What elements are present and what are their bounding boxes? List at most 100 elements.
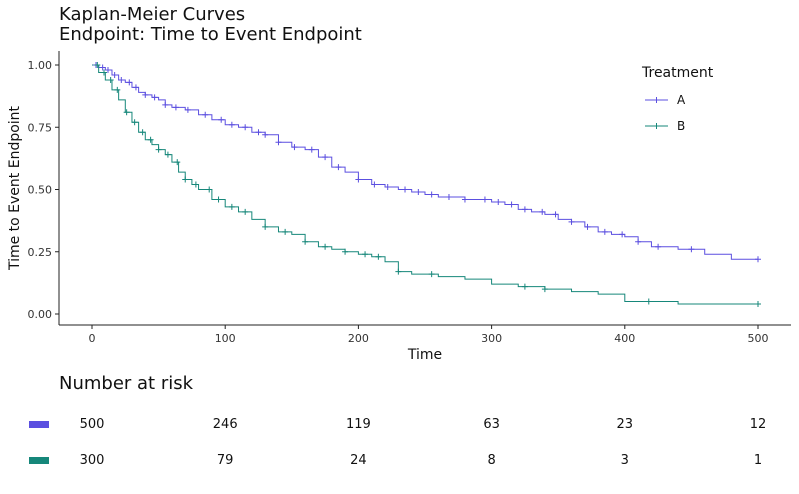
censor-mark-A: [619, 231, 626, 238]
legend: Treatment AB: [641, 65, 714, 133]
censor-mark-A: [481, 196, 488, 203]
y-tick-label: 0.00: [28, 308, 53, 321]
risk-row-swatch-B: [29, 457, 49, 464]
censor-mark-A: [291, 144, 298, 151]
censor-mark-B: [114, 86, 121, 93]
legend-label-B: B: [677, 119, 685, 133]
censor-mark-A: [162, 101, 169, 108]
censor-mark-B: [282, 228, 289, 235]
censor-mark-A: [202, 111, 209, 118]
censor-mark-B: [107, 76, 114, 83]
chart-title: Kaplan-Meier Curves: [59, 4, 246, 25]
risk-count-A: 500: [79, 417, 105, 432]
plot-area: 0 100 200 300 400 500 0.00 0.25 0.50 0.75 1.00: [28, 51, 791, 345]
censor-mark-A: [371, 181, 378, 188]
legend-key-censor: [653, 97, 660, 103]
censor-mark-A: [755, 256, 761, 263]
censor-mark-A: [568, 218, 575, 225]
x-axis-label: Time: [407, 347, 442, 363]
x-tick-label: 300: [481, 332, 502, 345]
censor-mark-A: [335, 164, 342, 171]
risk-count-A: 246: [212, 417, 238, 432]
risk-count-B: 79: [216, 453, 234, 468]
censor-mark-A: [355, 176, 362, 183]
censor-mark-A: [275, 139, 282, 146]
censor-mark-A: [402, 186, 409, 193]
risk-count-A: 23: [616, 417, 634, 432]
censor-mark-A: [99, 64, 106, 71]
censor-mark-A: [184, 106, 191, 113]
censor-mark-A: [322, 154, 329, 161]
censor-mark-B: [342, 248, 349, 255]
censor-mark-A: [262, 131, 269, 138]
censor-mark-A: [118, 76, 125, 83]
censor-mark-B: [147, 136, 154, 143]
censor-mark-A: [428, 191, 435, 198]
censor-mark-B: [131, 119, 138, 126]
censor-mark-B: [100, 69, 107, 76]
censor-mark-A: [255, 129, 262, 136]
risk-count-B: 24: [350, 453, 367, 468]
x-tick-label: 200: [348, 332, 369, 345]
y-tick-label: 0.75: [28, 121, 53, 134]
risk-count-A: 12: [749, 417, 767, 432]
censor-mark-A: [445, 193, 452, 200]
censor-mark-A: [521, 206, 528, 213]
censor-mark-A: [242, 124, 249, 131]
censor-mark-B: [139, 129, 146, 136]
risk-table-title: Number at risk: [59, 373, 194, 394]
risk-count-A: 119: [345, 417, 371, 432]
x-tick-label: 500: [748, 332, 769, 345]
censor-mark-B: [206, 186, 213, 193]
risk-count-A: 63: [483, 417, 500, 432]
x-tick-label: 0: [89, 332, 96, 345]
censor-mark-A: [104, 66, 111, 73]
legend-key-censor: [653, 123, 660, 129]
risk-count-B: 3: [620, 453, 629, 468]
km-curve-B: [92, 64, 758, 305]
censor-mark-A: [495, 198, 502, 205]
censor-mark-A: [308, 146, 315, 153]
censor-mark-A: [415, 188, 422, 195]
x-tick-label: 100: [215, 332, 236, 345]
censor-mark-B: [541, 286, 548, 293]
censor-mark-B: [192, 181, 199, 188]
censor-mark-B: [428, 271, 435, 278]
censor-mark-B: [375, 253, 382, 260]
risk-count-B: 1: [753, 453, 763, 468]
km-curve-A: [92, 64, 758, 260]
censor-mark-A: [111, 71, 118, 78]
risk-count-B: 300: [79, 453, 105, 468]
censor-mark-B: [155, 146, 162, 153]
chart-subtitle: Endpoint: Time to Event Endpoint: [59, 24, 362, 45]
legend-label-A: A: [677, 93, 686, 107]
censor-mark-B: [228, 203, 235, 210]
censor-mark-B: [164, 151, 171, 158]
censor-mark-B: [755, 301, 761, 308]
censor-mark-B: [645, 298, 652, 305]
censor-mark-A: [552, 211, 559, 218]
censor-mark-A: [688, 246, 695, 253]
censor-mark-B: [242, 208, 249, 215]
censor-mark-B: [94, 62, 101, 68]
risk-row-swatch-A: [29, 421, 49, 428]
censor-mark-A: [228, 121, 235, 128]
censor-mark-A: [172, 104, 179, 111]
censor-mark-B: [182, 176, 189, 183]
censor-mark-A: [218, 116, 225, 123]
y-tick-label: 0.25: [28, 246, 53, 259]
censor-mark-B: [362, 251, 369, 258]
y-tick-label: 0.50: [28, 184, 53, 197]
legend-title: Treatment: [641, 65, 714, 81]
censor-mark-B: [262, 223, 269, 230]
y-tick-label: 1.00: [28, 59, 53, 72]
censor-mark-A: [584, 223, 591, 230]
y-axis-label: Time to Event Endpoint: [7, 105, 23, 271]
censor-mark-A: [539, 208, 546, 215]
censor-mark-B: [395, 268, 402, 275]
censor-mark-A: [601, 228, 608, 235]
censor-mark-B: [215, 196, 222, 203]
censor-mark-A: [635, 238, 642, 245]
censor-mark-A: [126, 79, 133, 86]
